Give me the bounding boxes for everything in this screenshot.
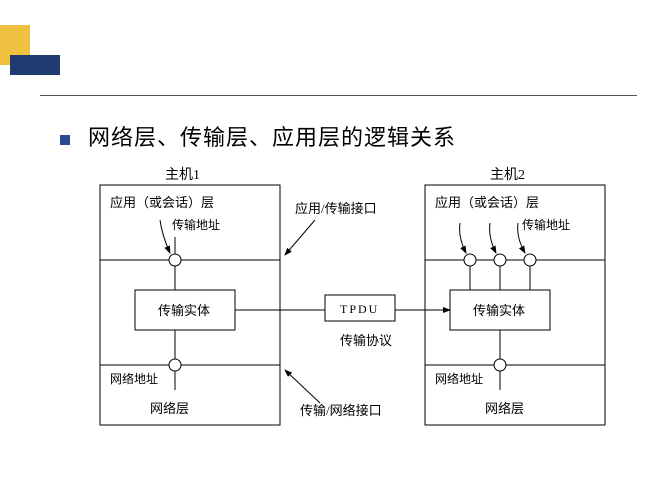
host1-network-addr: 网络地址 [110,371,158,386]
tpdu-label: TPDU [340,302,379,316]
host1-app-layer: 应用（或会话）层 [110,195,214,210]
host2-addr-arrow2 [490,223,496,253]
host2-addr-arrow1 [460,223,466,253]
host1-label: 主机1 [165,167,200,183]
host1-addr-arrow [160,220,170,253]
host2-label: 主机2 [490,167,525,183]
slide-title: 网络层、传输层、应用层的逻辑关系 [88,120,456,152]
host2-transport-addr: 传输地址 [522,217,570,232]
host2-network-layer: 网络层 [485,401,524,416]
network-layers-diagram: 主机1 应用（或会话）层 传输地址 传输实体 网络地址 网络层 主机2 应用（或… [90,165,610,465]
host2-network-addr: 网络地址 [435,371,483,386]
header-divider [40,95,637,96]
host1-transport-entity: 传输实体 [158,303,210,318]
host1-tsap-icon [169,254,181,266]
host2-tsap3-icon [524,254,536,266]
host2-tsap2-icon [494,254,506,266]
host2-nsap-icon [494,359,506,371]
host1-transport-addr: 传输地址 [172,217,220,232]
net-iface-arrow [285,370,320,403]
host2-transport-entity: 传输实体 [473,303,525,318]
host1-group: 主机1 应用（或会话）层 传输地址 传输实体 网络地址 网络层 [100,167,280,425]
host2-app-layer: 应用（或会话）层 [435,195,539,210]
app-interface-label-group: 应用/传输接口 [285,201,377,255]
transport-protocol-label: 传输协议 [340,333,392,348]
net-interface-label-group: 传输/网络接口 [285,370,382,418]
corner-navy-block [10,55,60,75]
tpdu-group: TPDU 传输协议 [235,295,450,348]
transport-network-iface-label: 传输/网络接口 [300,403,382,418]
host2-group: 主机2 应用（或会话）层 传输地址 传输实体 网络地址 网络层 [425,167,605,425]
bullet-icon [60,135,70,145]
title-row: 网络层、传输层、应用层的逻辑关系 [60,120,456,152]
app-iface-arrow [285,220,315,255]
host1-network-layer: 网络层 [150,401,189,416]
app-transport-iface-label: 应用/传输接口 [295,201,377,216]
host2-tsap1-icon [464,254,476,266]
host1-nsap-icon [169,359,181,371]
